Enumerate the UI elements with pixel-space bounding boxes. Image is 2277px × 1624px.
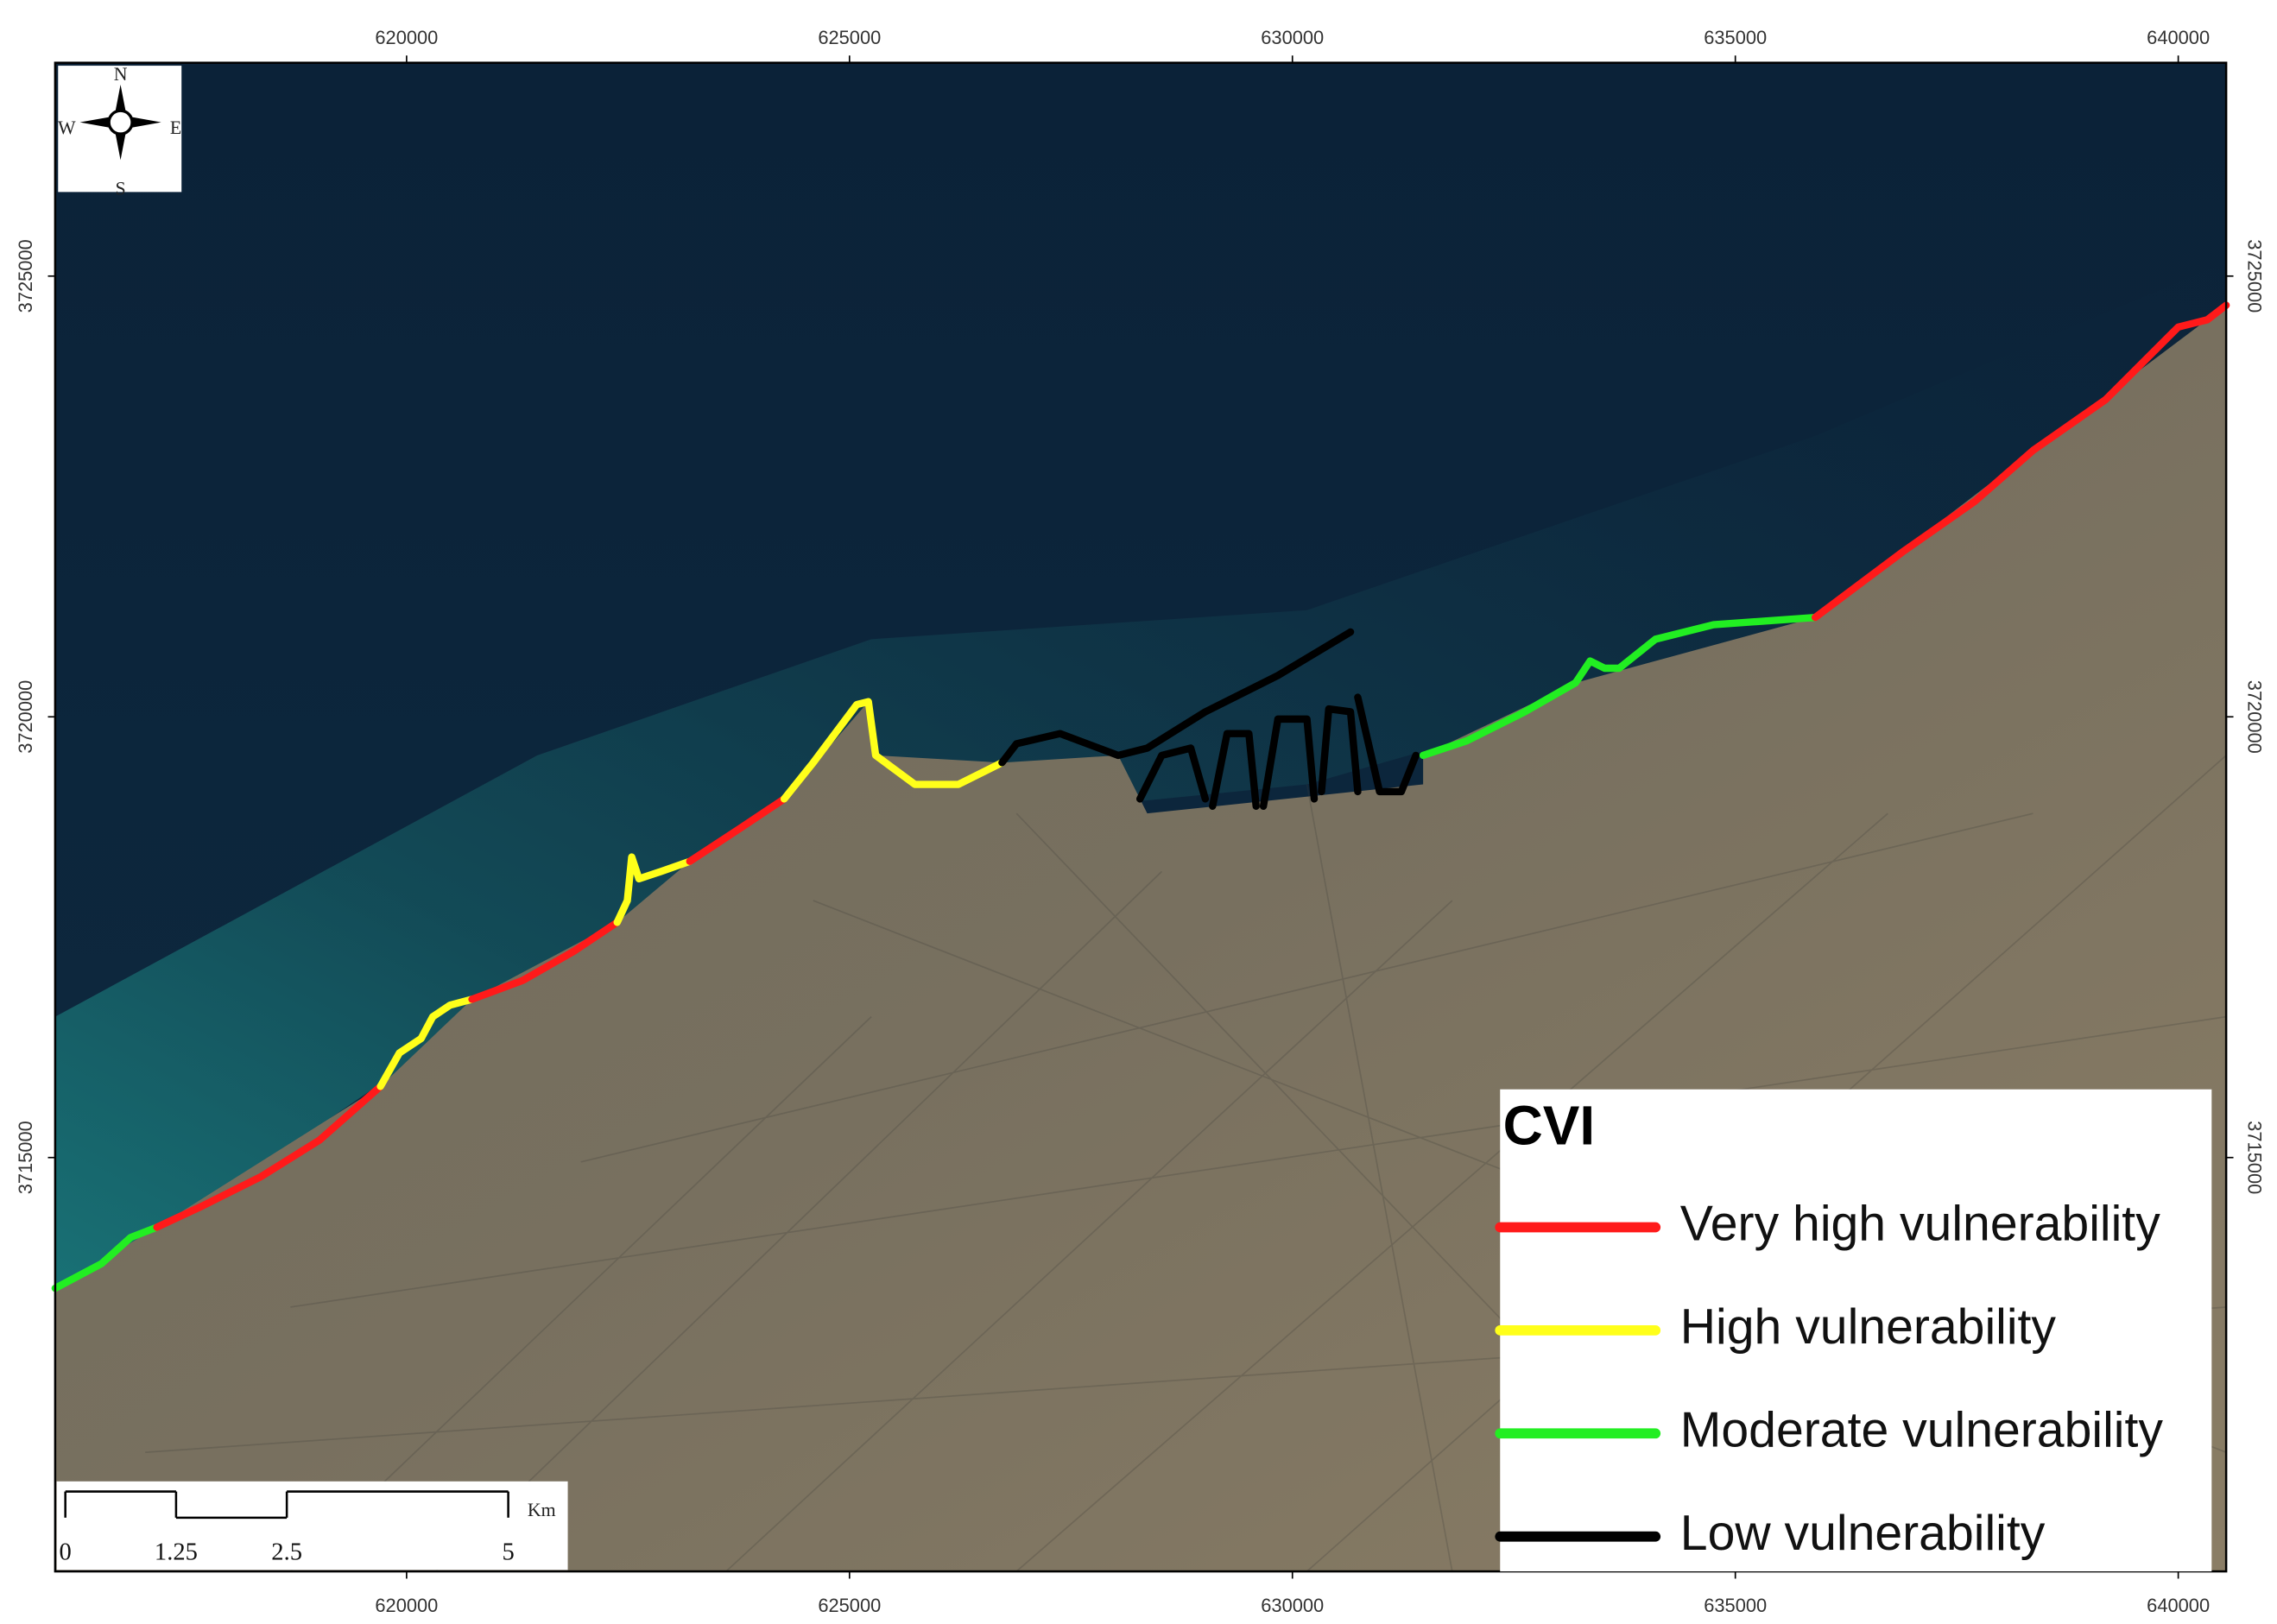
scale-bar-box <box>56 1481 568 1570</box>
coast-segment <box>1259 715 1319 810</box>
legend-label: Low vulnerability <box>1680 1506 2046 1561</box>
compass-ring <box>107 109 134 136</box>
scale-bar: Km 0 1.25 2.5 5 <box>56 1481 568 1570</box>
legend-title: CVI <box>1503 1095 1596 1157</box>
y-tick-label: 3725000 <box>15 239 36 313</box>
legend-label: High vulnerability <box>1680 1299 2057 1355</box>
coast-segment <box>1135 744 1210 803</box>
coast-segment <box>51 1223 161 1292</box>
scale-label: 5 <box>502 1539 514 1566</box>
coast-segment <box>998 628 1355 767</box>
coastline <box>51 301 2230 1292</box>
coast-segment <box>1419 613 1819 760</box>
x-tick-label: 620000 <box>375 1595 438 1616</box>
x-tick-label: 640000 <box>2147 1595 2210 1616</box>
map-frame <box>54 61 2228 1573</box>
coast-segment <box>1354 693 1420 796</box>
scale-label: 1.25 <box>155 1539 198 1566</box>
coast-segment <box>613 853 694 926</box>
coast-segment <box>686 795 788 865</box>
y-tick-label: 3725000 <box>2243 239 2265 313</box>
scale-unit: Km <box>528 1500 556 1520</box>
x-tick-label: 635000 <box>1704 27 1767 48</box>
x-tick-label: 630000 <box>1261 1595 1324 1616</box>
coast-segment <box>376 995 476 1090</box>
coast-segment <box>780 698 1006 803</box>
shallow-water <box>54 262 2227 1394</box>
y-tick-label: 3715000 <box>15 1121 36 1194</box>
compass: N S W E <box>58 64 182 199</box>
compass-n: N <box>114 64 128 85</box>
legend-label: Moderate vulnerability <box>1680 1402 2164 1457</box>
coast-segment <box>1811 301 2230 622</box>
legend-label: Very high vulnerability <box>1680 1197 2160 1252</box>
y-tick-label: 3720000 <box>2243 680 2265 754</box>
coast-segment <box>1209 730 1260 810</box>
scale-label: 2.5 <box>271 1539 302 1566</box>
y-tick-label: 3720000 <box>15 680 36 754</box>
coast-segment <box>468 919 621 1003</box>
x-tick-label: 640000 <box>2147 27 2210 48</box>
x-tick-label: 620000 <box>375 27 438 48</box>
coast-segment <box>153 1083 384 1231</box>
scale-label: 0 <box>60 1539 72 1566</box>
coast-segment <box>1318 705 1362 796</box>
compass-w: W <box>58 117 76 138</box>
x-tick-label: 630000 <box>1261 27 1324 48</box>
x-tick-label: 625000 <box>818 27 881 48</box>
legend: CVI Very high vulnerability High vulnerab… <box>1495 1089 2212 1572</box>
compass-s: S <box>116 179 126 199</box>
x-tick-label: 625000 <box>818 1595 881 1616</box>
x-tick-label: 635000 <box>1704 1595 1767 1616</box>
y-tick-label: 3715000 <box>2243 1121 2265 1194</box>
compass-e: E <box>170 117 181 138</box>
